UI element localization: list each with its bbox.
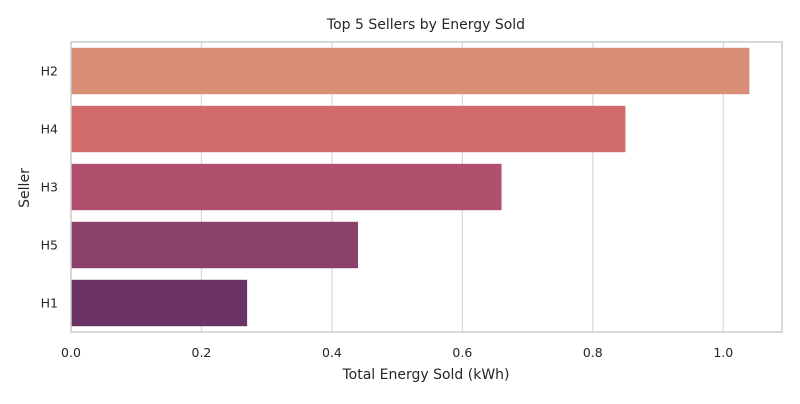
x-tick-label-1: 0.2	[192, 345, 212, 360]
plot-frame	[70, 41, 783, 333]
x-tick-label-5: 1.0	[713, 345, 733, 360]
plot-border	[70, 41, 783, 333]
y-axis-label: Seller	[17, 168, 33, 208]
x-tick-label-4: 0.8	[583, 345, 603, 360]
y-tick-label-h1: H1	[41, 296, 58, 311]
bar-h4	[71, 105, 626, 153]
x-tick-labels: 0.0 0.2 0.4 0.6 0.8 1.0	[61, 345, 733, 360]
x-tick-label-3: 0.6	[452, 345, 472, 360]
bar-h1	[71, 279, 248, 327]
y-tick-label-h3: H3	[41, 180, 58, 195]
y-tick-label-h2: H2	[41, 64, 58, 79]
chart-title: Top 5 Sellers by Energy Sold	[326, 17, 525, 33]
x-tick-label-2: 0.4	[322, 345, 342, 360]
bar-h5	[71, 221, 359, 269]
y-tick-labels: H2 H4 H3 H5 H1	[41, 64, 58, 311]
x-axis-label: Total Energy Sold (kWh)	[341, 367, 509, 383]
y-tick-label-h4: H4	[41, 122, 58, 137]
bar-h3	[71, 163, 502, 211]
y-tick-label-h5: H5	[41, 238, 58, 253]
bar-h2	[71, 47, 750, 95]
bars	[71, 47, 750, 327]
x-tick-label-0: 0.0	[61, 345, 81, 360]
